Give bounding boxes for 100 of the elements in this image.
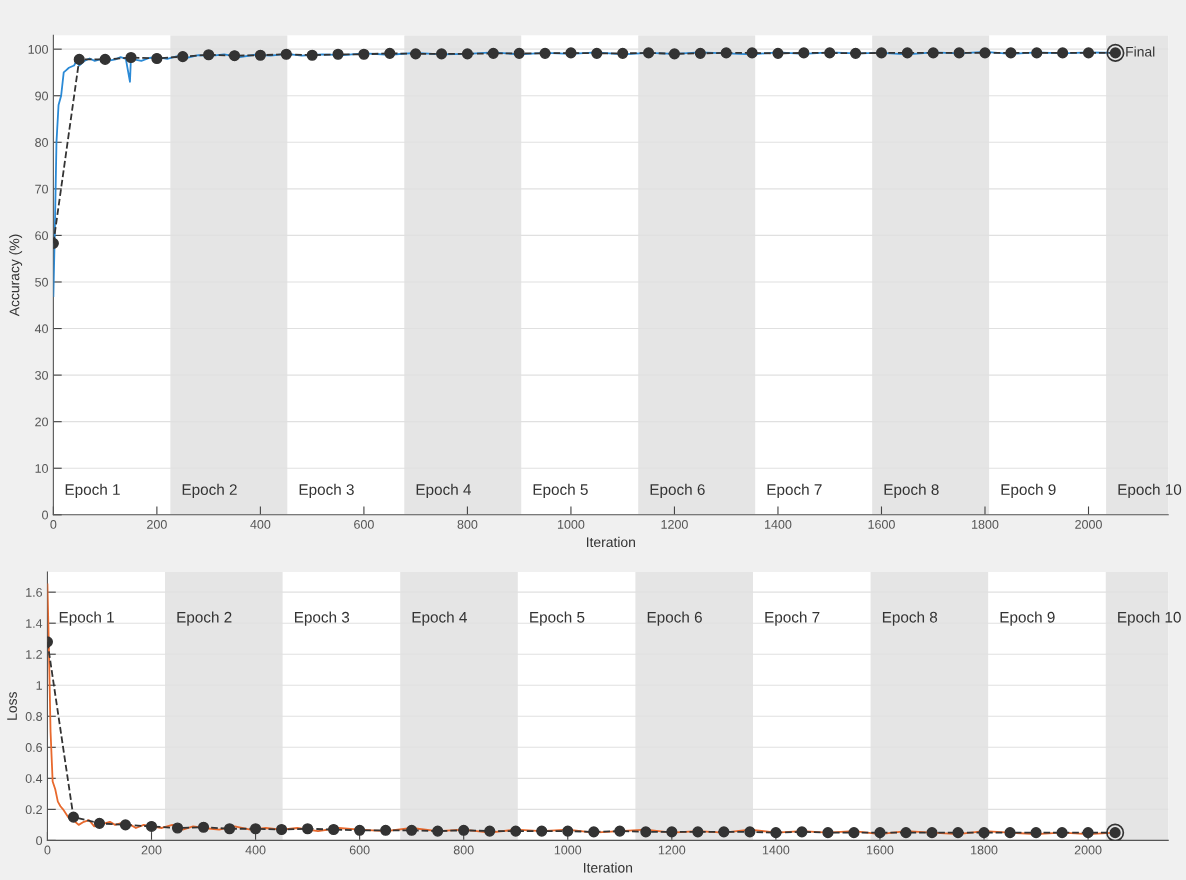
- y-tick-label: 100: [28, 44, 49, 54]
- x-tick-label: 1400: [765, 519, 792, 529]
- x-tick-label: 1000: [557, 519, 585, 529]
- point: [874, 827, 886, 839]
- annotation: Epoch 7: [765, 611, 820, 626]
- point: [145, 820, 158, 832]
- annotation: Final: [1126, 46, 1155, 57]
- x-tick-label: 1800: [971, 845, 998, 855]
- point: [979, 47, 991, 59]
- band-label: Epoch 2: [177, 611, 232, 626]
- point: [824, 47, 836, 59]
- annotation: Epoch 7: [767, 483, 822, 499]
- point: [744, 826, 756, 838]
- point: [484, 825, 496, 837]
- point: [93, 817, 106, 829]
- point: [410, 48, 422, 60]
- point: [850, 47, 862, 59]
- band-label: Epoch 10: [1118, 611, 1181, 626]
- point: [1082, 47, 1095, 59]
- x-tick-label: 1600: [867, 845, 894, 855]
- point: [228, 50, 241, 62]
- point: [223, 823, 236, 835]
- x-tick-label: 1800: [972, 519, 999, 529]
- point: [1057, 47, 1069, 59]
- point: [1031, 47, 1043, 59]
- point: [432, 825, 444, 837]
- y-tick-label: 0.2: [25, 805, 42, 815]
- x-axis-title: Iteration: [584, 862, 633, 873]
- point: [718, 826, 730, 838]
- band-label: Epoch 8: [884, 483, 939, 499]
- point: [306, 49, 318, 61]
- point: [692, 826, 704, 838]
- band-label: Epoch 4: [412, 611, 467, 626]
- point: [73, 53, 85, 65]
- x-tick-label: 200: [141, 845, 162, 855]
- band-label: Epoch 4: [416, 483, 472, 499]
- point: [875, 47, 888, 59]
- point: [461, 48, 473, 60]
- y-tick-label: 1: [36, 681, 42, 690]
- x-tick-label: 1000: [554, 845, 582, 855]
- point: [406, 824, 418, 836]
- point: [901, 47, 913, 59]
- point: [513, 47, 525, 59]
- y-tick-label: 1.2: [26, 650, 42, 659]
- y-tick-label: 0.6: [25, 743, 43, 752]
- point: [694, 47, 706, 59]
- x-tick-label: 200: [147, 519, 167, 529]
- y-axis-title: Accuracy (%): [9, 234, 23, 317]
- point: [510, 825, 522, 837]
- point: [666, 826, 678, 838]
- point: [822, 827, 834, 839]
- x-tick-label: 0: [50, 519, 57, 529]
- y-tick-label: 60: [35, 231, 49, 241]
- y-tick-label: 1.6: [26, 587, 43, 597]
- point: [380, 824, 392, 836]
- annotation: Epoch 9: [1000, 611, 1055, 626]
- point: [99, 53, 111, 65]
- point: [900, 827, 912, 839]
- point: [978, 827, 990, 839]
- annotation: Epoch 5: [530, 611, 585, 626]
- x-tick-label: 2000: [1074, 845, 1102, 855]
- point: [197, 821, 210, 833]
- y-tick-label: 0.4: [25, 774, 43, 783]
- annotation: Epoch 3: [299, 483, 354, 499]
- y-tick-label: 50: [35, 277, 49, 287]
- x-axis-title: Iteration: [586, 536, 635, 548]
- point: [1106, 43, 1125, 62]
- annotation: Epoch 9: [1001, 483, 1056, 499]
- point: [562, 825, 574, 837]
- x-tick-label: 1200: [658, 845, 686, 855]
- x-tick-label: 800: [453, 845, 474, 855]
- point: [927, 47, 939, 59]
- y-tick-label: 20: [35, 417, 49, 427]
- y-tick-label: 0.8: [25, 712, 43, 721]
- point: [953, 47, 965, 59]
- point: [203, 49, 215, 61]
- point: [302, 823, 314, 835]
- y-tick-label: 10: [35, 464, 49, 473]
- point: [1004, 827, 1016, 839]
- point: [952, 827, 964, 839]
- point: [151, 52, 163, 65]
- y-tick-label: 80: [35, 138, 49, 147]
- point: [119, 819, 132, 831]
- annotation: Epoch 3: [294, 611, 350, 626]
- point: [770, 827, 782, 839]
- x-tick-label: 400: [245, 845, 266, 855]
- annotation: Epoch 1: [65, 483, 120, 499]
- y-axis-title: Loss: [7, 692, 17, 720]
- point: [746, 47, 758, 59]
- point: [328, 823, 340, 836]
- point: [643, 47, 655, 59]
- y-tick-label: 30: [35, 370, 49, 380]
- point: [1082, 827, 1094, 839]
- point: [435, 48, 448, 60]
- point: [250, 823, 262, 835]
- y-tick-label: 0: [36, 836, 43, 846]
- point: [358, 48, 370, 60]
- point: [354, 824, 366, 836]
- point: [720, 47, 732, 59]
- point: [276, 823, 288, 836]
